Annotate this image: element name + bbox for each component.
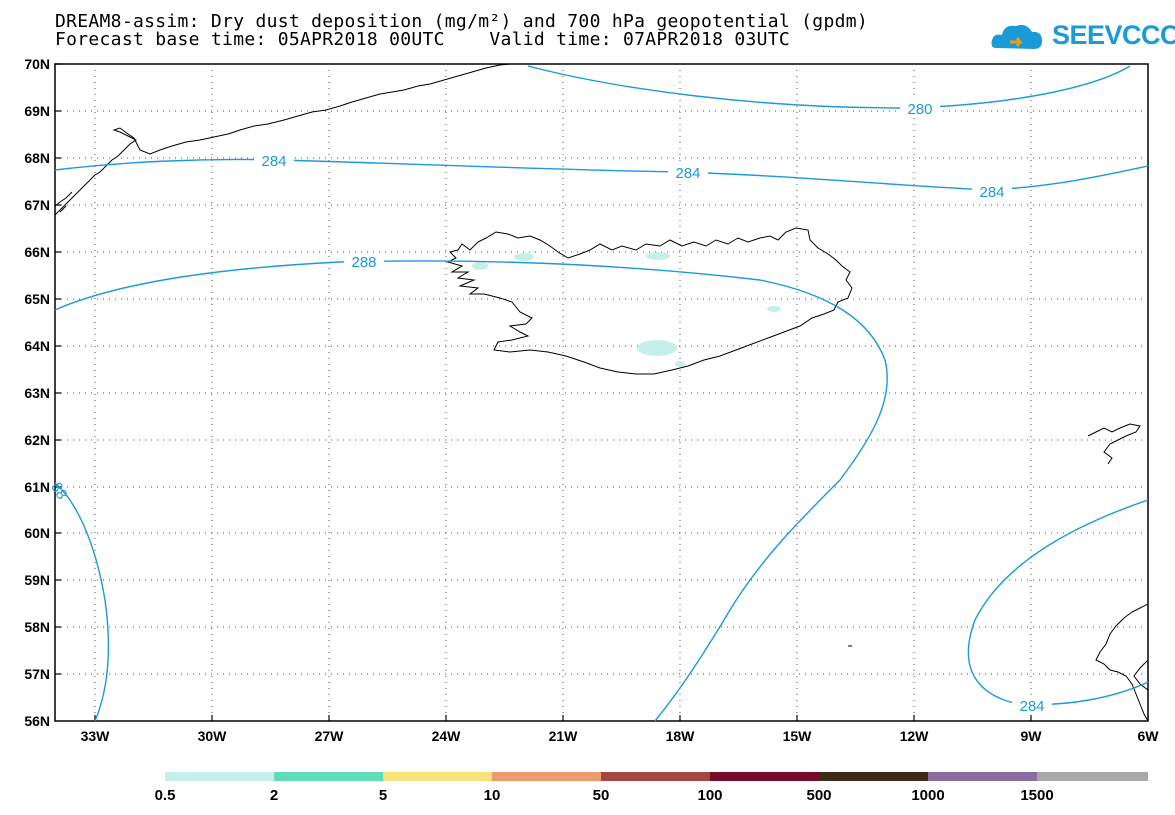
contour-label: 284 xyxy=(979,184,1004,201)
grid-lines xyxy=(55,64,1148,721)
dust-deposition-areas xyxy=(472,252,781,367)
lon-label: 9W xyxy=(1021,728,1043,744)
lon-label: 33W xyxy=(81,728,111,744)
legend-swatch xyxy=(274,772,383,781)
lat-label: 57N xyxy=(24,666,50,682)
lat-label: 67N xyxy=(24,197,50,213)
legend-swatch xyxy=(1037,772,1148,781)
contour-280 xyxy=(527,65,1131,109)
legend-label: 50 xyxy=(593,787,610,804)
legend-swatch xyxy=(601,772,710,781)
contour-labels: 280 284 284 284 288 284 88 xyxy=(47,100,1052,715)
legend-swatch xyxy=(165,772,274,781)
tick-marks xyxy=(55,63,1032,721)
legend-label: 5 xyxy=(379,787,387,804)
lat-label: 70N xyxy=(24,56,50,72)
contour-label: 88 xyxy=(47,480,70,503)
dust-patch xyxy=(767,306,781,312)
iceland-coastline xyxy=(446,227,853,375)
contour-label: 280 xyxy=(907,101,932,118)
contour-label: 284 xyxy=(675,165,700,182)
map-title-line-1: DREAM8-assim: Dry dust deposition (mg/m²… xyxy=(55,11,868,32)
dust-patch xyxy=(514,253,534,261)
lat-label: 66N xyxy=(24,244,50,260)
lat-label: 59N xyxy=(24,572,50,588)
lat-label: 56N xyxy=(24,713,50,729)
lon-label: 12W xyxy=(900,728,930,744)
dust-patch xyxy=(637,340,677,356)
longitude-labels: 33W 30W 27W 24W 21W 18W 15W 12W 9W 6W xyxy=(81,728,1160,744)
legend-label: 500 xyxy=(806,787,831,804)
map-title-line-2: Forecast base time: 05APR2018 00UTC Vali… xyxy=(55,29,791,50)
lat-label: 65N xyxy=(24,291,50,307)
contour-label: 284 xyxy=(261,153,286,170)
legend-label: 1500 xyxy=(1020,787,1053,804)
seevccc-logo-text: SEEVCCC xyxy=(1052,20,1175,50)
contour-288-west xyxy=(54,482,110,722)
lat-label: 58N xyxy=(24,619,50,635)
dust-patch xyxy=(675,361,685,367)
legend-swatch xyxy=(928,772,1037,781)
lon-label: 30W xyxy=(198,728,228,744)
contour-label: 284 xyxy=(1019,698,1044,715)
scotland-coastline xyxy=(1095,603,1149,722)
lat-label: 68N xyxy=(24,150,50,166)
lat-label: 64N xyxy=(24,338,50,354)
lon-label: 6W xyxy=(1138,728,1160,744)
cloud-logo-icon xyxy=(991,24,1042,49)
lon-label: 15W xyxy=(783,728,813,744)
legend-swatch xyxy=(383,772,492,781)
legend-swatch xyxy=(492,772,601,781)
contour-284-southeast xyxy=(967,499,1149,705)
contour-label: 288 xyxy=(351,254,376,271)
contour-288 xyxy=(54,260,888,722)
latitude-labels: 70N 69N 68N 67N 66N 65N 64N 63N 62N 61N … xyxy=(24,56,50,729)
lon-label: 18W xyxy=(666,728,696,744)
legend-label: 0.5 xyxy=(155,787,176,804)
lat-label: 62N xyxy=(24,432,50,448)
legend-label: 1000 xyxy=(911,787,944,804)
greenland-coastline xyxy=(54,63,511,216)
lon-label: 24W xyxy=(432,728,462,744)
lon-label: 27W xyxy=(315,728,345,744)
legend-swatch xyxy=(819,772,928,781)
lat-label: 60N xyxy=(24,525,50,541)
lat-label: 63N xyxy=(24,385,50,401)
legend-label: 100 xyxy=(697,787,722,804)
legend-swatch xyxy=(710,772,819,781)
legend-label: 2 xyxy=(270,787,278,804)
lon-label: 21W xyxy=(549,728,579,744)
color-legend: 0.5 2 5 10 50 100 500 1000 1500 xyxy=(155,772,1148,804)
dust-patch xyxy=(472,262,488,270)
lat-label: 61N xyxy=(24,479,50,495)
faroe-coastline xyxy=(1087,423,1141,465)
legend-label: 10 xyxy=(484,787,501,804)
lat-label: 69N xyxy=(24,103,50,119)
coastlines xyxy=(54,63,1149,722)
dust-patch xyxy=(646,252,670,260)
